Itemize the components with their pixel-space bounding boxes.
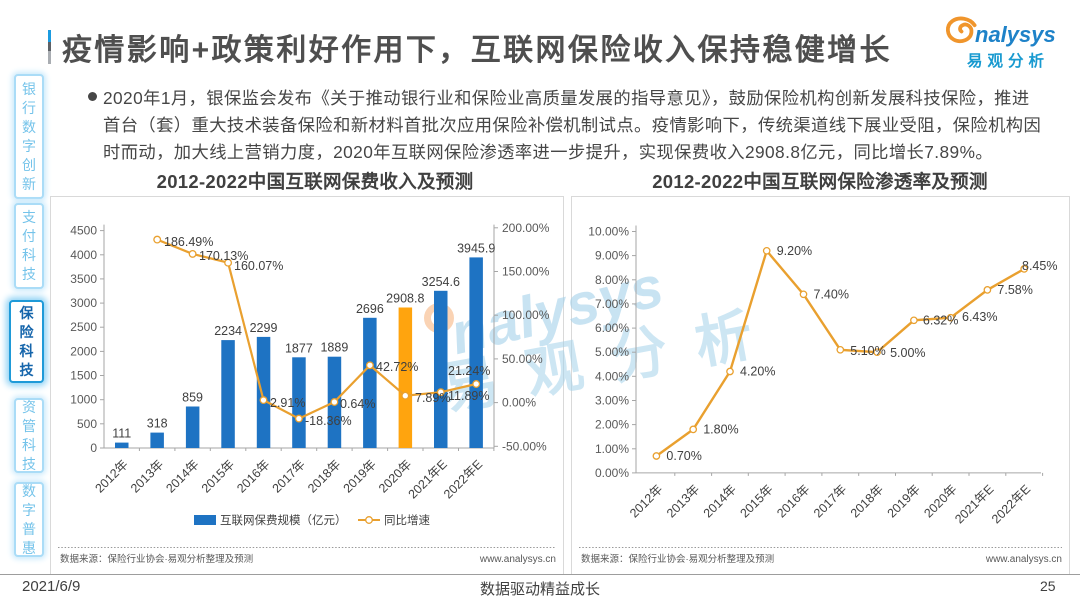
svg-text:170.13%: 170.13%: [199, 249, 248, 263]
svg-text:7.40%: 7.40%: [814, 287, 849, 301]
svg-text:2016年: 2016年: [774, 482, 812, 520]
svg-text:10.00%: 10.00%: [588, 225, 629, 239]
svg-text:0.64%: 0.64%: [340, 397, 375, 411]
svg-text:2299: 2299: [250, 321, 278, 335]
svg-text:2234: 2234: [214, 324, 242, 338]
svg-text:4.00%: 4.00%: [595, 369, 629, 383]
svg-text:42.72%: 42.72%: [376, 360, 418, 374]
svg-text:3.00%: 3.00%: [595, 394, 629, 408]
svg-text:859: 859: [182, 391, 203, 405]
svg-text:2015年: 2015年: [199, 457, 237, 495]
svg-text:1500: 1500: [70, 369, 97, 383]
svg-text:2017年: 2017年: [270, 457, 308, 495]
svg-text:1.80%: 1.80%: [703, 422, 738, 436]
svg-text:0.00%: 0.00%: [595, 466, 629, 480]
svg-text:5.00%: 5.00%: [595, 345, 629, 359]
svg-text:4500: 4500: [70, 224, 97, 238]
svg-text:nalysys: nalysys: [975, 22, 1056, 47]
svg-text:2014年: 2014年: [701, 482, 739, 520]
svg-text:318: 318: [147, 417, 168, 431]
svg-text:互联网保费规模（亿元）: 互联网保费规模（亿元）: [220, 513, 347, 527]
svg-text:同比增速: 同比增速: [384, 513, 430, 527]
svg-text:1.00%: 1.00%: [595, 442, 629, 456]
svg-text:5.10%: 5.10%: [850, 344, 885, 358]
svg-text:3945.9: 3945.9: [457, 241, 495, 255]
svg-text:易观分析: 易观分析: [967, 51, 1049, 70]
svg-text:21.24%: 21.24%: [448, 364, 490, 378]
svg-text:100.00%: 100.00%: [502, 308, 550, 322]
svg-text:11.89%: 11.89%: [448, 389, 489, 403]
svg-text:0: 0: [90, 441, 97, 455]
svg-text:2021年E: 2021年E: [952, 482, 996, 526]
svg-text:-18.36%: -18.36%: [305, 414, 352, 428]
svg-text:7.00%: 7.00%: [595, 297, 629, 311]
svg-text:2022年E: 2022年E: [989, 482, 1033, 526]
svg-text:数据来源：保险行业协会·易观分析整理及预测: 数据来源：保险行业协会·易观分析整理及预测: [581, 553, 774, 565]
svg-text:5.00%: 5.00%: [890, 346, 925, 360]
svg-text:7.58%: 7.58%: [997, 283, 1032, 297]
svg-text:2500: 2500: [70, 320, 97, 334]
svg-text:2.91%: 2.91%: [270, 396, 305, 410]
svg-text:9.20%: 9.20%: [777, 244, 812, 258]
svg-text:500: 500: [77, 417, 97, 431]
svg-text:1889: 1889: [320, 341, 348, 355]
svg-text:9.00%: 9.00%: [595, 249, 629, 263]
svg-text:160.07%: 160.07%: [234, 259, 283, 273]
svg-text:2019年: 2019年: [885, 482, 923, 520]
svg-text:2908.8: 2908.8: [386, 292, 424, 306]
svg-text:3254.6: 3254.6: [422, 275, 460, 289]
svg-text:4.20%: 4.20%: [740, 365, 775, 379]
svg-text:3000: 3000: [70, 296, 97, 310]
svg-text:1000: 1000: [70, 393, 97, 407]
svg-text:2022年E: 2022年E: [441, 457, 485, 501]
svg-text:111: 111: [112, 427, 131, 441]
svg-text:2017年: 2017年: [811, 482, 849, 520]
svg-text:3500: 3500: [70, 272, 97, 286]
svg-text:0.00%: 0.00%: [502, 396, 536, 410]
svg-text:1877: 1877: [285, 341, 313, 355]
svg-text:200.00%: 200.00%: [502, 221, 550, 235]
svg-text:6.00%: 6.00%: [595, 321, 629, 335]
svg-text:50.00%: 50.00%: [502, 352, 543, 366]
svg-text:2016年: 2016年: [234, 457, 272, 495]
svg-text:数据来源：保险行业协会·易观分析整理及预测: 数据来源：保险行业协会·易观分析整理及预测: [60, 553, 253, 565]
svg-text:4000: 4000: [70, 248, 97, 262]
svg-text:2018年: 2018年: [305, 457, 343, 495]
svg-text:2.00%: 2.00%: [595, 418, 629, 432]
svg-text:2012年: 2012年: [92, 457, 130, 495]
svg-text:150.00%: 150.00%: [502, 265, 550, 279]
svg-text:7.89%: 7.89%: [415, 391, 450, 405]
svg-text:2018年: 2018年: [848, 482, 886, 520]
svg-text:2015年: 2015年: [737, 482, 775, 520]
svg-text:2012年: 2012年: [627, 482, 665, 520]
svg-text:2013年: 2013年: [128, 457, 166, 495]
svg-text:186.49%: 186.49%: [164, 235, 213, 249]
svg-text:6.32%: 6.32%: [923, 313, 958, 327]
svg-text:www.analysys.cn: www.analysys.cn: [479, 554, 556, 565]
svg-text:2013年: 2013年: [664, 482, 702, 520]
svg-text:2014年: 2014年: [163, 457, 201, 495]
svg-text:0.70%: 0.70%: [666, 449, 701, 463]
svg-text:2019年: 2019年: [341, 457, 379, 495]
svg-text:8.45%: 8.45%: [1022, 259, 1057, 273]
svg-text:2696: 2696: [356, 302, 384, 316]
svg-text:www.analysys.cn: www.analysys.cn: [985, 554, 1062, 565]
svg-text:2000: 2000: [70, 344, 97, 358]
svg-text:6.43%: 6.43%: [962, 310, 997, 324]
svg-text:-50.00%: -50.00%: [502, 439, 547, 453]
svg-text:8.00%: 8.00%: [595, 273, 629, 287]
